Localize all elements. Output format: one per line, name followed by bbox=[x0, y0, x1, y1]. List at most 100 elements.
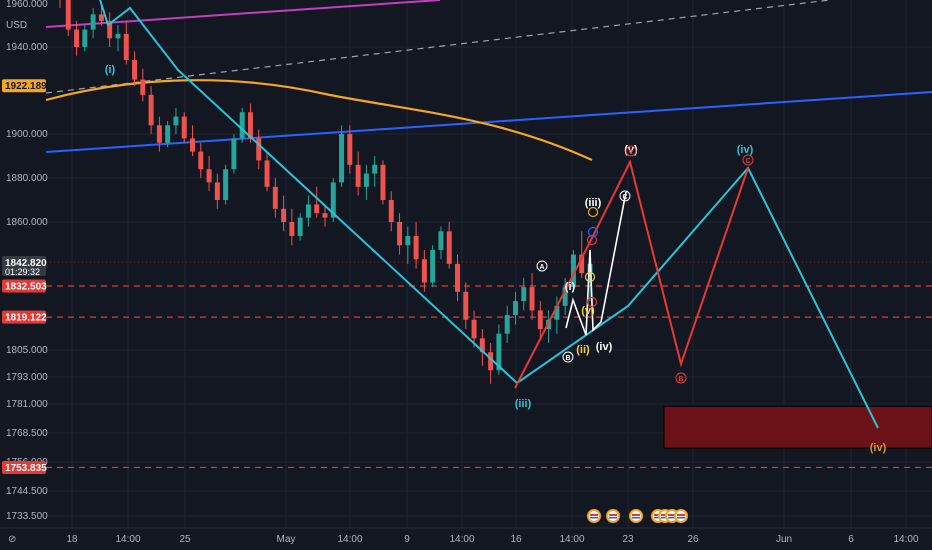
candle-body bbox=[297, 217, 303, 236]
time-tick-label: 14:00 bbox=[449, 534, 474, 545]
cyan-wave-path bbox=[99, 0, 879, 429]
price-tick-label: 1744.500 bbox=[6, 486, 48, 497]
wave-marker bbox=[587, 226, 599, 238]
price-tag-text: 1832.503 bbox=[5, 281, 47, 292]
flag-stripe bbox=[668, 514, 676, 516]
candle-body bbox=[90, 14, 96, 30]
wave-label: (i) bbox=[105, 64, 116, 76]
candle-body bbox=[405, 235, 411, 246]
countdown-text: 01:29:32 bbox=[5, 267, 40, 277]
candle-body bbox=[223, 169, 229, 200]
candle-body bbox=[256, 138, 262, 161]
flag-stripe bbox=[590, 514, 598, 516]
price-tag bbox=[2, 79, 46, 93]
candle-body bbox=[496, 333, 502, 371]
candle-body bbox=[529, 287, 535, 311]
flag-stripe bbox=[632, 514, 640, 516]
flag-stripe bbox=[654, 514, 662, 516]
candle-body bbox=[438, 231, 444, 250]
candle-body bbox=[206, 169, 212, 183]
price-tick-label: 1733.500 bbox=[6, 511, 48, 522]
candle-body bbox=[281, 208, 287, 222]
circled-wave-label: C bbox=[622, 194, 627, 201]
circled-wave-marker bbox=[562, 351, 574, 363]
price-tag bbox=[2, 255, 46, 276]
price-tick-label: 1793.000 bbox=[6, 372, 48, 383]
candle-body bbox=[74, 29, 80, 47]
price-tick-label: 1880.000 bbox=[6, 173, 48, 184]
wave-label: (iv) bbox=[737, 144, 754, 156]
candle-body bbox=[190, 138, 195, 152]
time-tick-label: 6 bbox=[848, 534, 854, 545]
currency-label: USD bbox=[6, 20, 27, 31]
flag-stripe bbox=[609, 517, 617, 519]
wave-label: (iii) bbox=[585, 197, 602, 209]
circled-wave-marker bbox=[625, 145, 637, 157]
time-tick-label: May bbox=[277, 534, 296, 545]
time-tick-label: 25 bbox=[179, 534, 191, 545]
candle-body bbox=[537, 310, 543, 330]
price-tag-text: 1753.835 bbox=[5, 463, 47, 474]
price-tag bbox=[2, 310, 46, 324]
price-tag bbox=[2, 460, 46, 474]
time-tick-label: 9 bbox=[404, 534, 410, 545]
candle-body bbox=[570, 254, 576, 288]
flag-stripe bbox=[632, 517, 640, 519]
candle-body bbox=[488, 352, 494, 371]
flag-stripe bbox=[677, 514, 685, 516]
candle-body bbox=[339, 134, 345, 183]
circled-wave-label: B bbox=[565, 355, 570, 362]
time-tick-label: 23 bbox=[622, 534, 634, 545]
blue-trendline bbox=[45, 91, 932, 153]
wave-label: (iv) bbox=[870, 442, 887, 454]
flag-stripe bbox=[590, 517, 598, 519]
price-tag-text: 1842.820 bbox=[5, 258, 47, 269]
white-wave-path bbox=[565, 191, 627, 336]
candle-body bbox=[264, 160, 270, 187]
wave-marker bbox=[586, 234, 598, 246]
candle-body bbox=[554, 305, 560, 320]
price-axis[interactable]: 1960.000 1940.000 1900.000 1880.000 1860.000… bbox=[2, 0, 48, 522]
circled-wave-marker bbox=[742, 154, 754, 166]
candle-body bbox=[430, 249, 436, 283]
candle-body bbox=[181, 116, 187, 139]
candle-body bbox=[413, 235, 419, 260]
time-axis[interactable]: 18 14:00 25 May 14:00 9 14:00 16 14:00 23 26 Jun 6 14… bbox=[0, 527, 932, 545]
candle-body bbox=[521, 287, 527, 302]
trendlines bbox=[45, 0, 932, 162]
candle-body bbox=[132, 60, 138, 80]
time-tick-label: 26 bbox=[687, 534, 699, 545]
price-tick-label: 1940.000 bbox=[6, 42, 48, 53]
candle-body bbox=[388, 200, 394, 222]
circled-wave-label: C bbox=[745, 158, 750, 165]
time-tick-label: Jun bbox=[776, 534, 792, 545]
price-tag bbox=[2, 279, 46, 293]
target-zone bbox=[663, 405, 932, 449]
candle-body bbox=[363, 173, 369, 187]
candle-body bbox=[173, 116, 179, 126]
candle-body bbox=[115, 33, 121, 39]
event-icons[interactable] bbox=[587, 509, 688, 523]
candle-body bbox=[479, 338, 485, 353]
candle-body bbox=[289, 222, 295, 236]
timezone-icon: ⊘ bbox=[8, 534, 16, 545]
candle-body bbox=[123, 33, 129, 61]
candle-body bbox=[562, 287, 568, 306]
time-tick-label: 16 bbox=[510, 534, 522, 545]
flag-stripe bbox=[677, 517, 685, 519]
wave-label: (v) bbox=[581, 305, 595, 317]
price-tick-label: 1860.000 bbox=[6, 217, 48, 228]
time-tick-label: 14:00 bbox=[115, 534, 140, 545]
price-tick-label: 1768.500 bbox=[6, 428, 48, 439]
candle-body bbox=[305, 204, 311, 218]
candle-body bbox=[247, 112, 253, 139]
flag-stripe bbox=[609, 514, 617, 516]
candle-body bbox=[198, 151, 204, 170]
candle-body bbox=[446, 231, 452, 264]
candle-body bbox=[314, 204, 320, 214]
candle-body bbox=[330, 182, 336, 218]
candle-body bbox=[380, 164, 386, 200]
candle-body bbox=[165, 125, 171, 143]
circled-wave-marker bbox=[536, 260, 548, 272]
